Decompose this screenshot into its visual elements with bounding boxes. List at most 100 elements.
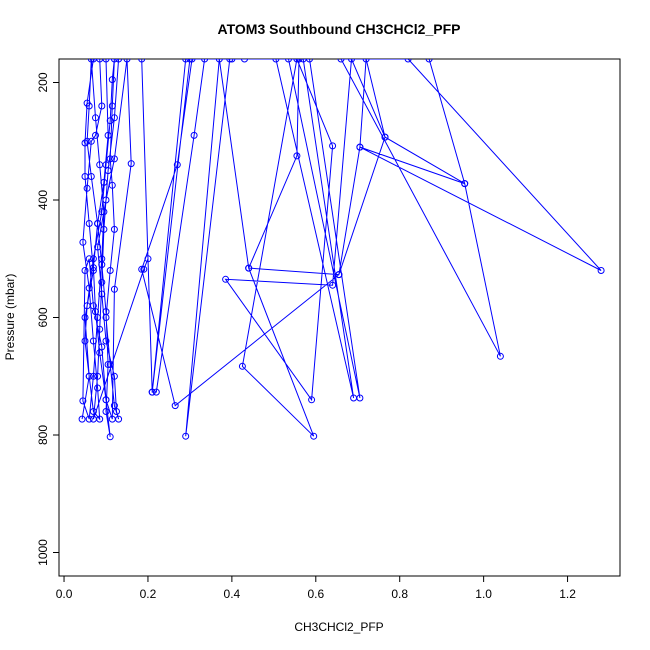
data-point	[110, 402, 118, 410]
data-point	[89, 415, 97, 423]
data-point	[245, 264, 253, 272]
data-point	[404, 59, 412, 63]
data-point	[461, 180, 469, 188]
data-point	[597, 267, 605, 274]
data-point	[104, 361, 112, 368]
data-point	[100, 208, 108, 216]
data-point	[201, 59, 209, 63]
data-point	[96, 349, 104, 357]
data-point	[228, 59, 236, 63]
x-tick-label: 0.0	[56, 587, 73, 601]
data-point	[87, 137, 95, 145]
data-point	[87, 173, 95, 180]
x-tick-label: 0.6	[307, 587, 324, 601]
data-point	[306, 59, 313, 63]
data-point	[94, 314, 102, 321]
data-point	[127, 160, 135, 168]
data-point	[108, 415, 116, 423]
data-point	[110, 372, 118, 380]
data-point	[362, 59, 370, 63]
data-point	[293, 152, 301, 160]
data-point	[79, 397, 87, 405]
data-point	[138, 265, 146, 273]
data-point	[215, 59, 223, 63]
data-point	[78, 415, 86, 423]
data-point	[110, 155, 118, 163]
data-point	[96, 161, 104, 169]
data-point	[293, 59, 301, 63]
data-point	[81, 139, 89, 147]
data-point	[102, 337, 110, 345]
data-point	[110, 285, 118, 293]
data-point	[140, 265, 148, 273]
data-point	[356, 394, 364, 402]
data-point	[100, 178, 108, 186]
series-layer	[78, 59, 605, 441]
data-point	[85, 220, 93, 227]
data-point	[89, 264, 97, 272]
data-point	[89, 372, 97, 380]
data-point	[190, 131, 198, 139]
y-tick-label: 400	[36, 190, 50, 210]
data-point	[496, 352, 504, 360]
data-point	[89, 255, 97, 263]
data-point	[98, 278, 106, 286]
data-point	[102, 396, 110, 404]
data-point	[108, 102, 116, 110]
data-point	[102, 308, 110, 316]
x-axis: 0.0 0.2 0.4 0.6 0.8 1.0 1.2	[56, 576, 576, 601]
data-point	[83, 137, 91, 145]
y-tick-label: 800	[36, 425, 50, 445]
data-point	[89, 302, 97, 310]
data-point	[89, 408, 97, 415]
data-point	[222, 275, 230, 283]
data-point	[110, 225, 118, 233]
data-point	[182, 432, 190, 440]
data-point	[108, 76, 116, 84]
data-point	[138, 59, 146, 63]
data-point	[85, 372, 93, 380]
data-point	[106, 155, 114, 163]
data-point	[98, 343, 106, 351]
x-axis-label: CH3CHCl2_PFP	[294, 620, 383, 634]
data-point	[171, 402, 179, 410]
data-point	[108, 181, 116, 189]
data-point	[94, 220, 102, 227]
data-point	[98, 102, 106, 110]
y-axis: 200 400 600 800 1000	[36, 72, 59, 566]
data-point	[337, 59, 345, 63]
x-tick-label: 1.2	[559, 587, 576, 601]
x-tick-label: 0.2	[140, 587, 157, 601]
data-point	[83, 184, 91, 192]
data-point	[89, 59, 97, 63]
data-point	[123, 59, 131, 63]
data-point	[89, 267, 97, 274]
data-point	[285, 59, 292, 63]
data-point	[115, 59, 123, 63]
data-point	[329, 142, 337, 150]
data-point	[98, 208, 106, 216]
data-point	[92, 131, 99, 139]
data-point	[113, 408, 120, 415]
data-point	[182, 59, 190, 63]
y-tick-label: 200	[36, 72, 50, 92]
data-point	[85, 415, 93, 423]
x-tick-label: 0.4	[224, 587, 241, 601]
data-point	[102, 59, 110, 63]
x-tick-label: 1.0	[475, 587, 492, 601]
data-point	[106, 361, 114, 368]
data-point	[188, 59, 196, 63]
data-point	[81, 337, 89, 345]
data-point	[98, 261, 106, 269]
data-point	[425, 59, 433, 63]
x-tick-label: 0.8	[391, 587, 408, 601]
plot-area-frame	[58, 58, 621, 577]
data-point	[94, 384, 102, 392]
data-point	[381, 133, 389, 141]
data-point	[299, 59, 307, 63]
data-point	[152, 388, 160, 396]
data-point	[144, 255, 152, 263]
data-point	[148, 388, 156, 396]
data-point	[102, 408, 110, 415]
